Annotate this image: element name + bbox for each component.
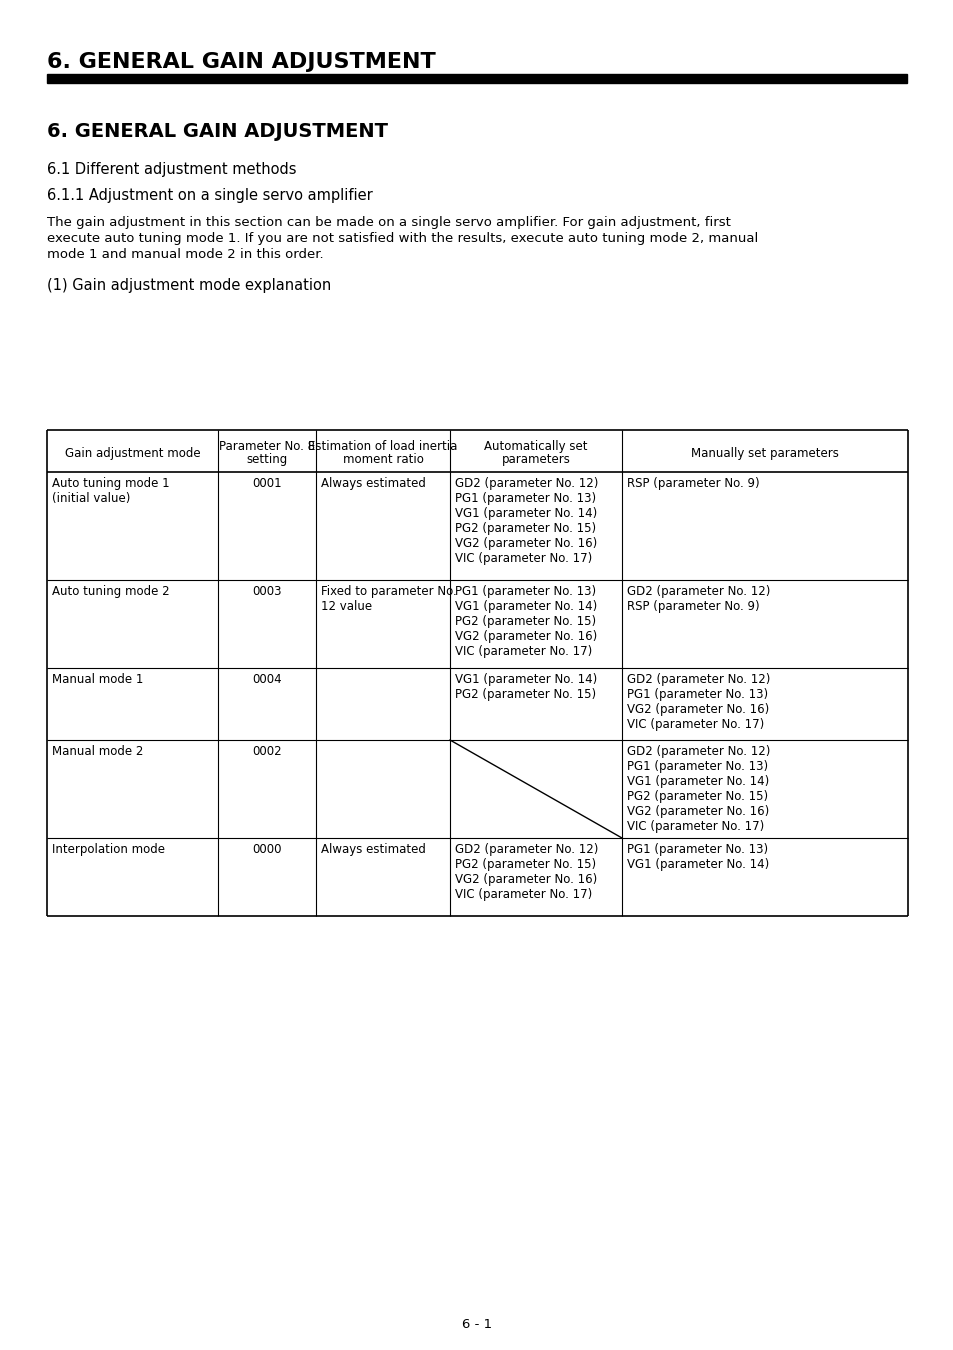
Text: GD2 (parameter No. 12)
RSP (parameter No. 9): GD2 (parameter No. 12) RSP (parameter No…: [626, 585, 770, 613]
Text: Auto tuning mode 2: Auto tuning mode 2: [52, 585, 170, 598]
Text: Always estimated: Always estimated: [320, 842, 425, 856]
Text: 6 - 1: 6 - 1: [461, 1318, 492, 1331]
Text: (1) Gain adjustment mode explanation: (1) Gain adjustment mode explanation: [47, 278, 331, 293]
Text: PG1 (parameter No. 13)
VG1 (parameter No. 14): PG1 (parameter No. 13) VG1 (parameter No…: [626, 842, 768, 871]
Text: Manually set parameters: Manually set parameters: [690, 447, 838, 459]
Text: 0000: 0000: [252, 842, 281, 856]
Text: Fixed to parameter No.
12 value: Fixed to parameter No. 12 value: [320, 585, 456, 613]
Text: 0003: 0003: [252, 585, 281, 598]
Text: The gain adjustment in this section can be made on a single servo amplifier. For: The gain adjustment in this section can …: [47, 216, 730, 230]
Text: GD2 (parameter No. 12)
PG1 (parameter No. 13)
VG1 (parameter No. 14)
PG2 (parame: GD2 (parameter No. 12) PG1 (parameter No…: [626, 745, 770, 833]
Text: Automatically set: Automatically set: [484, 440, 587, 454]
Text: Manual mode 2: Manual mode 2: [52, 745, 143, 757]
Text: parameters: parameters: [501, 454, 570, 466]
Text: 6. GENERAL GAIN ADJUSTMENT: 6. GENERAL GAIN ADJUSTMENT: [47, 122, 388, 140]
Text: GD2 (parameter No. 12)
PG1 (parameter No. 13)
VG1 (parameter No. 14)
PG2 (parame: GD2 (parameter No. 12) PG1 (parameter No…: [455, 477, 598, 566]
Text: GD2 (parameter No. 12)
PG1 (parameter No. 13)
VG2 (parameter No. 16)
VIC (parame: GD2 (parameter No. 12) PG1 (parameter No…: [626, 674, 770, 730]
Text: Manual mode 1: Manual mode 1: [52, 674, 143, 686]
Text: 0001: 0001: [252, 477, 281, 490]
Text: GD2 (parameter No. 12)
PG2 (parameter No. 15)
VG2 (parameter No. 16)
VIC (parame: GD2 (parameter No. 12) PG2 (parameter No…: [455, 842, 598, 900]
Text: Interpolation mode: Interpolation mode: [52, 842, 165, 856]
Text: 6.1.1 Adjustment on a single servo amplifier: 6.1.1 Adjustment on a single servo ampli…: [47, 188, 373, 202]
Text: 0002: 0002: [252, 745, 281, 757]
Text: 6.1 Different adjustment methods: 6.1 Different adjustment methods: [47, 162, 296, 177]
Text: execute auto tuning mode 1. If you are not satisfied with the results, execute a: execute auto tuning mode 1. If you are n…: [47, 232, 758, 244]
Text: 0004: 0004: [252, 674, 281, 686]
Text: Parameter No. 8: Parameter No. 8: [219, 440, 314, 454]
Text: Gain adjustment mode: Gain adjustment mode: [65, 447, 200, 459]
Text: PG1 (parameter No. 13)
VG1 (parameter No. 14)
PG2 (parameter No. 15)
VG2 (parame: PG1 (parameter No. 13) VG1 (parameter No…: [455, 585, 597, 657]
Text: setting: setting: [246, 454, 287, 466]
Text: mode 1 and manual mode 2 in this order.: mode 1 and manual mode 2 in this order.: [47, 248, 323, 261]
Text: Auto tuning mode 1
(initial value): Auto tuning mode 1 (initial value): [52, 477, 170, 505]
Text: Estimation of load inertia: Estimation of load inertia: [308, 440, 457, 454]
Text: VG1 (parameter No. 14)
PG2 (parameter No. 15): VG1 (parameter No. 14) PG2 (parameter No…: [455, 674, 597, 701]
Bar: [47, 74, 906, 82]
Text: moment ratio: moment ratio: [342, 454, 423, 466]
Text: 6. GENERAL GAIN ADJUSTMENT: 6. GENERAL GAIN ADJUSTMENT: [47, 53, 436, 72]
Text: RSP (parameter No. 9): RSP (parameter No. 9): [626, 477, 759, 490]
Text: Always estimated: Always estimated: [320, 477, 425, 490]
